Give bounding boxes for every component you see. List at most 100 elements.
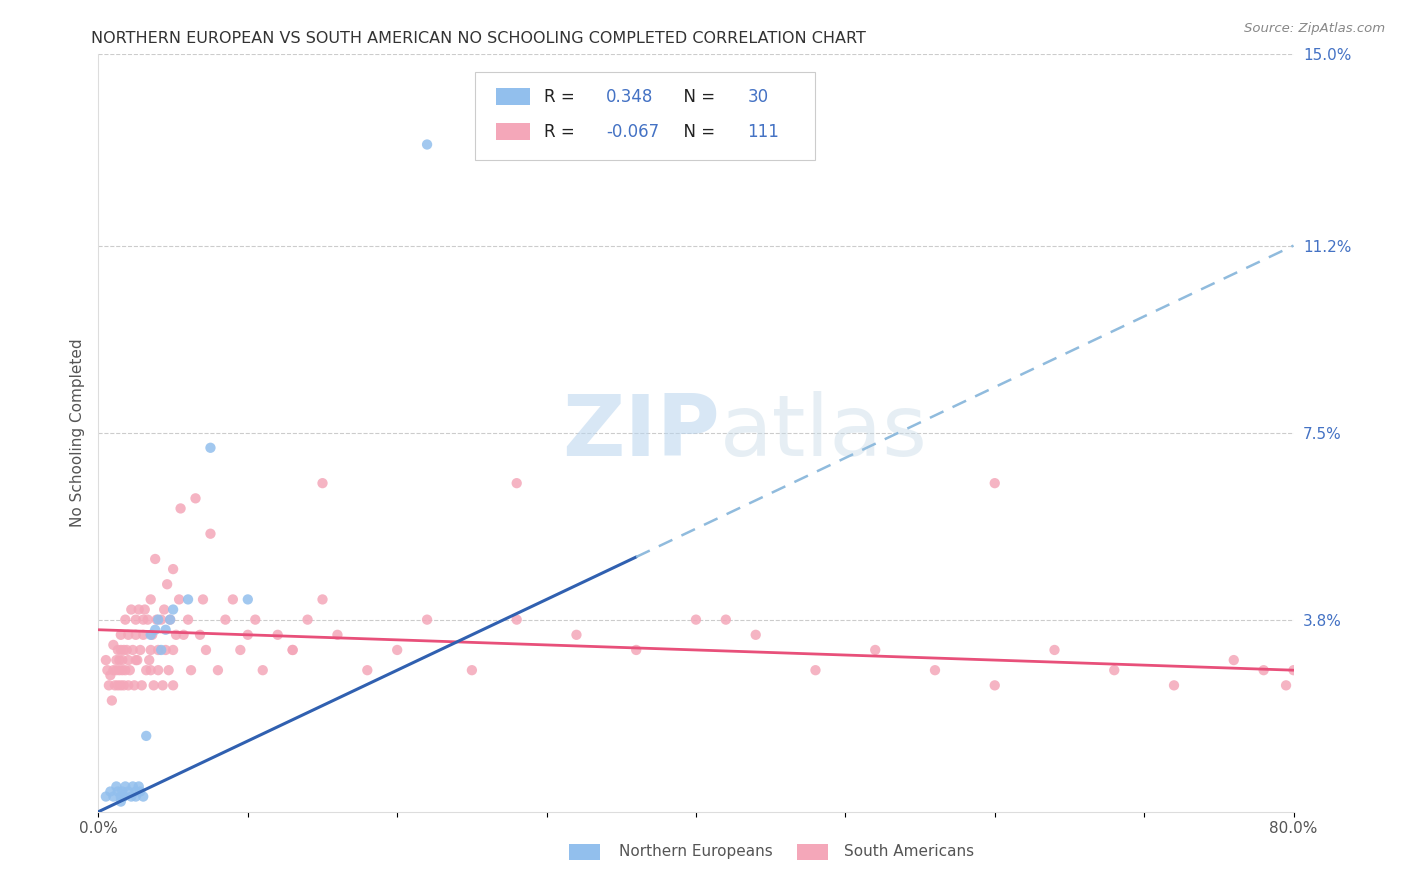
Point bbox=[129, 784, 152, 798]
Point bbox=[141, 628, 163, 642]
Point bbox=[135, 663, 157, 677]
Text: 0.348: 0.348 bbox=[606, 87, 654, 106]
Point bbox=[110, 643, 132, 657]
Point bbox=[124, 678, 146, 692]
Point bbox=[326, 628, 349, 642]
Point bbox=[506, 613, 529, 627]
Point bbox=[110, 789, 132, 804]
Point bbox=[148, 643, 170, 657]
Point bbox=[714, 613, 737, 627]
Point bbox=[125, 628, 148, 642]
Point bbox=[804, 663, 827, 677]
Point bbox=[565, 628, 588, 642]
Point bbox=[139, 628, 162, 642]
Bar bbox=[569, 844, 600, 860]
Point bbox=[148, 663, 170, 677]
Point bbox=[281, 643, 304, 657]
Point bbox=[984, 476, 1007, 491]
Point bbox=[125, 789, 148, 804]
Point bbox=[114, 780, 136, 794]
Point bbox=[98, 668, 122, 682]
Point bbox=[125, 613, 148, 627]
Point bbox=[121, 643, 143, 657]
Text: South Americans: South Americans bbox=[844, 845, 974, 859]
Point bbox=[1163, 678, 1185, 692]
Point bbox=[1282, 663, 1305, 677]
Point bbox=[129, 643, 152, 657]
Text: 30: 30 bbox=[748, 87, 769, 106]
Text: R =: R = bbox=[544, 87, 581, 106]
Point bbox=[134, 602, 156, 616]
Point bbox=[94, 653, 117, 667]
Point bbox=[117, 653, 139, 667]
Point bbox=[114, 613, 136, 627]
Point bbox=[105, 653, 128, 667]
Point bbox=[626, 643, 648, 657]
Point bbox=[143, 623, 166, 637]
Point bbox=[125, 784, 148, 798]
Point bbox=[162, 643, 184, 657]
Text: atlas: atlas bbox=[720, 391, 928, 475]
Point bbox=[297, 613, 319, 627]
Point bbox=[118, 663, 141, 677]
Point bbox=[1043, 643, 1066, 657]
Point bbox=[506, 476, 529, 491]
Point bbox=[142, 678, 165, 692]
Point bbox=[148, 613, 170, 627]
Point bbox=[173, 628, 195, 642]
Point bbox=[132, 628, 155, 642]
Point bbox=[245, 613, 267, 627]
Point bbox=[110, 795, 132, 809]
Point bbox=[150, 613, 173, 627]
Point bbox=[128, 780, 150, 794]
Point bbox=[180, 663, 202, 677]
Point bbox=[311, 476, 333, 491]
Point bbox=[169, 501, 191, 516]
Point bbox=[157, 663, 180, 677]
Point bbox=[101, 693, 124, 707]
Point bbox=[111, 653, 134, 667]
Point bbox=[461, 663, 484, 677]
Text: 111: 111 bbox=[748, 122, 779, 141]
Point bbox=[132, 789, 155, 804]
Point bbox=[121, 780, 143, 794]
Text: Source: ZipAtlas.com: Source: ZipAtlas.com bbox=[1244, 22, 1385, 36]
Text: -0.067: -0.067 bbox=[606, 122, 659, 141]
Point bbox=[115, 643, 138, 657]
Point bbox=[143, 552, 166, 566]
Point bbox=[105, 663, 128, 677]
Point bbox=[111, 784, 134, 798]
Point bbox=[177, 592, 200, 607]
Point bbox=[114, 663, 136, 677]
FancyBboxPatch shape bbox=[496, 88, 530, 105]
Point bbox=[107, 643, 129, 657]
Point bbox=[984, 678, 1007, 692]
Point bbox=[1275, 678, 1298, 692]
Point bbox=[107, 678, 129, 692]
Point bbox=[156, 577, 179, 591]
Text: R =: R = bbox=[544, 122, 581, 141]
Point bbox=[152, 678, 174, 692]
Point bbox=[200, 441, 222, 455]
Point bbox=[745, 628, 768, 642]
Point bbox=[94, 789, 117, 804]
Text: NORTHERN EUROPEAN VS SOUTH AMERICAN NO SCHOOLING COMPLETED CORRELATION CHART: NORTHERN EUROPEAN VS SOUTH AMERICAN NO S… bbox=[91, 31, 866, 46]
Point bbox=[127, 653, 149, 667]
Point bbox=[222, 592, 245, 607]
Point bbox=[131, 678, 153, 692]
Point bbox=[236, 592, 259, 607]
Point bbox=[416, 137, 439, 152]
Point bbox=[162, 602, 184, 616]
Point bbox=[103, 663, 125, 677]
Point bbox=[98, 784, 122, 798]
Point bbox=[207, 663, 229, 677]
Text: N =: N = bbox=[673, 122, 721, 141]
Point bbox=[195, 643, 218, 657]
Point bbox=[112, 643, 135, 657]
Text: ZIP: ZIP bbox=[562, 391, 720, 475]
Point bbox=[108, 663, 131, 677]
Point bbox=[117, 784, 139, 798]
Y-axis label: No Schooling Completed: No Schooling Completed bbox=[69, 338, 84, 527]
Point bbox=[685, 613, 707, 627]
Point bbox=[136, 613, 159, 627]
